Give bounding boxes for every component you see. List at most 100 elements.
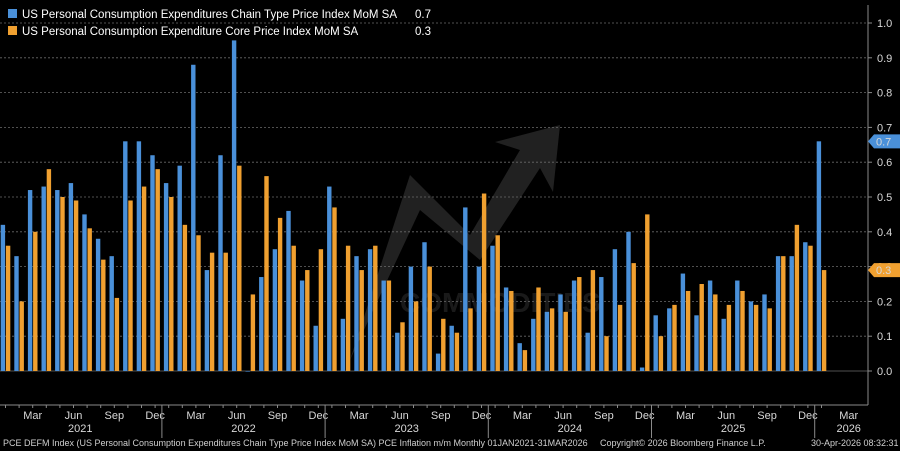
bar-headline <box>721 318 726 371</box>
legend-label-headline: US Personal Consumption Expenditures Cha… <box>22 9 397 21</box>
x-year-label: 2023 <box>394 423 418 435</box>
bar-core <box>577 277 582 371</box>
y-tick-label: 0.0 <box>877 366 892 378</box>
bar-headline <box>136 141 142 371</box>
bar-core <box>522 350 528 371</box>
bar-core <box>318 249 324 371</box>
legend-value-headline: 0.7 <box>415 9 431 21</box>
footer-source: PCE DEFM Index (US Personal Consumption … <box>3 438 588 448</box>
bar-headline <box>95 238 101 371</box>
x-axis: Mar Jun Sep Dec Mar Jun Sep Dec Mar Jun Sep Dec Mar J… <box>0 404 868 438</box>
bar-core <box>19 301 24 371</box>
legend-swatch-headline <box>8 9 17 18</box>
bar-headline <box>41 186 46 371</box>
bar-core <box>128 200 133 371</box>
bar-headline <box>667 308 672 371</box>
legend: US Personal Consumption Expenditures Cha… <box>8 9 431 38</box>
x-month-label: Dec <box>309 410 329 422</box>
bar-core <box>182 224 188 371</box>
bar-core <box>277 217 283 371</box>
bar-core <box>821 270 827 371</box>
bar-headline <box>544 311 550 371</box>
y-tick-label: 0.4 <box>877 227 892 239</box>
x-month-label: Dec <box>635 410 655 422</box>
bar-headline <box>775 256 781 371</box>
bar-headline <box>517 343 522 371</box>
x-month-label: Dec <box>472 410 492 422</box>
x-month-label: Sep <box>431 410 451 422</box>
bar-core <box>781 256 786 371</box>
bar-core <box>549 308 555 371</box>
bar-headline <box>313 325 318 371</box>
bar-core <box>454 332 460 371</box>
bar-headline <box>259 277 264 371</box>
last-value-callout-headline: 0.7 <box>868 134 900 149</box>
bar-headline <box>231 40 237 372</box>
bar-core <box>237 165 242 371</box>
bar-core <box>291 245 296 371</box>
bar-headline <box>531 318 536 371</box>
last-value-headline: 0.7 <box>876 136 891 148</box>
y-tick-label: 0.1 <box>877 331 892 343</box>
x-month-label: Jun <box>65 410 83 422</box>
bar-headline <box>218 155 223 371</box>
bar-headline <box>558 294 563 371</box>
x-month-label: Mar <box>676 410 695 422</box>
bar-core <box>563 311 568 371</box>
bar-core <box>169 197 174 371</box>
bar-core <box>114 297 120 371</box>
bar-headline <box>163 183 169 371</box>
bar-core <box>223 252 228 371</box>
bar-headline <box>803 242 808 371</box>
bar-core <box>645 214 650 371</box>
bar-core <box>386 280 392 371</box>
legend-swatch-core <box>8 26 17 35</box>
x-month-label: Jun <box>717 410 735 422</box>
bar-core <box>767 308 772 371</box>
bar-core <box>305 270 310 371</box>
bar-headline <box>381 280 386 371</box>
bar-headline <box>14 256 19 371</box>
bar-headline <box>245 371 250 372</box>
x-month-label: Mar <box>513 410 532 422</box>
bars <box>0 40 827 372</box>
bar-headline <box>626 231 631 371</box>
bar-headline <box>286 210 291 371</box>
bar-core <box>713 294 718 371</box>
x-month-label: Sep <box>594 410 614 422</box>
bar-core <box>427 266 432 371</box>
bar-headline <box>599 277 604 371</box>
x-month-label: Sep <box>268 410 288 422</box>
bar-core <box>5 245 11 371</box>
x-month-label: Dec <box>798 410 818 422</box>
bar-headline <box>408 266 414 371</box>
bar-headline <box>571 280 577 371</box>
bar-headline <box>68 183 74 371</box>
footer-copyright: Copyright© 2026 Bloomberg Finance L.P. <box>600 438 766 448</box>
bar-core <box>672 304 677 371</box>
x-month-label: Mar <box>23 410 42 422</box>
bar-core <box>441 318 446 371</box>
bar-core <box>332 207 337 371</box>
bar-core <box>87 228 92 371</box>
bar-headline <box>653 315 658 371</box>
bar-headline <box>191 64 196 371</box>
bar-headline <box>463 207 468 371</box>
bar-core <box>46 169 52 371</box>
bar-headline <box>82 214 87 371</box>
x-month-label: Jun <box>391 410 409 422</box>
bar-core <box>359 270 364 371</box>
bar-core <box>481 193 487 371</box>
x-year-label: 2022 <box>231 423 255 435</box>
bar-core <box>196 235 201 371</box>
bar-headline <box>109 256 114 371</box>
y-tick-label: 0.5 <box>877 192 892 204</box>
bar-core <box>726 304 732 371</box>
bar-core <box>495 235 500 371</box>
y-tick-label: 0.8 <box>877 88 892 100</box>
bar-core <box>509 290 514 371</box>
bar-core <box>264 176 269 371</box>
y-tick-label: 0.9 <box>877 53 892 65</box>
bar-core <box>60 197 65 371</box>
bar-core <box>141 186 147 371</box>
